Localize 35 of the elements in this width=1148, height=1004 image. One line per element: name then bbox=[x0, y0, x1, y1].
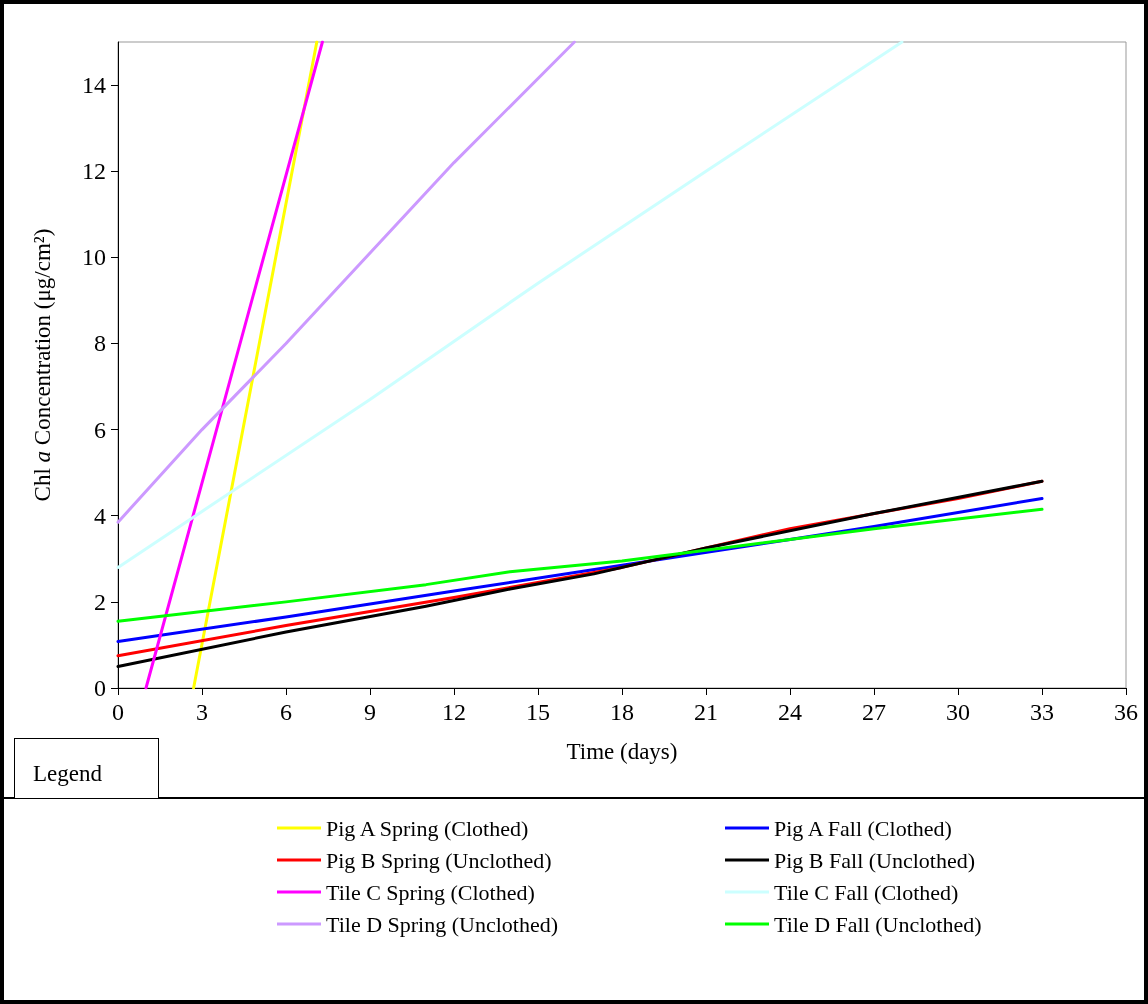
legend-label: Tile D Spring (Unclothed) bbox=[326, 911, 559, 937]
x-tick-label: 0 bbox=[112, 699, 124, 725]
x-tick-label: 30 bbox=[946, 699, 970, 725]
legend-label: Tile C Fall (Clothed) bbox=[774, 879, 959, 905]
y-tick-label: 4 bbox=[94, 502, 106, 529]
legend-label: Pig A Fall (Clothed) bbox=[774, 815, 952, 841]
x-tick-label: 12 bbox=[442, 699, 466, 725]
x-axis-title: Time (days) bbox=[566, 739, 678, 764]
x-tick-label: 15 bbox=[526, 699, 550, 725]
x-tick-label: 21 bbox=[694, 699, 718, 725]
legend-label: Tile D Fall (Unclothed) bbox=[774, 911, 982, 937]
y-tick-label: 6 bbox=[94, 416, 106, 443]
x-tick-label: 24 bbox=[778, 699, 802, 725]
x-tick-label: 36 bbox=[1114, 699, 1138, 725]
x-tick-label: 6 bbox=[280, 699, 292, 725]
x-tick-label: 3 bbox=[196, 699, 208, 725]
legend-label: Pig B Spring (Unclothed) bbox=[326, 847, 552, 873]
y-tick-label: 10 bbox=[82, 244, 106, 271]
legend-label: Pig A Spring (Clothed) bbox=[326, 815, 529, 841]
y-tick-label: 2 bbox=[94, 588, 106, 615]
line-series bbox=[116, 507, 1044, 623]
x-tick-label: 33 bbox=[1030, 699, 1054, 725]
y-tick-label: 0 bbox=[94, 675, 106, 701]
x-tick-label: 27 bbox=[862, 699, 886, 725]
legend-label: Tile C Spring (Clothed) bbox=[326, 879, 535, 905]
x-tick-label: 9 bbox=[364, 699, 376, 725]
legend-title: Legend bbox=[14, 738, 159, 798]
legend-label: Pig B Fall (Unclothed) bbox=[774, 847, 976, 873]
y-tick-label: 12 bbox=[82, 158, 106, 185]
y-axis-title: Chl a Concentration (μg/cm²) bbox=[30, 228, 55, 502]
x-tick-label: 18 bbox=[610, 699, 634, 725]
line-series bbox=[116, 40, 904, 569]
y-tick-label: 8 bbox=[94, 330, 106, 357]
line-series bbox=[116, 40, 576, 524]
y-tick-label: 14 bbox=[82, 72, 106, 99]
